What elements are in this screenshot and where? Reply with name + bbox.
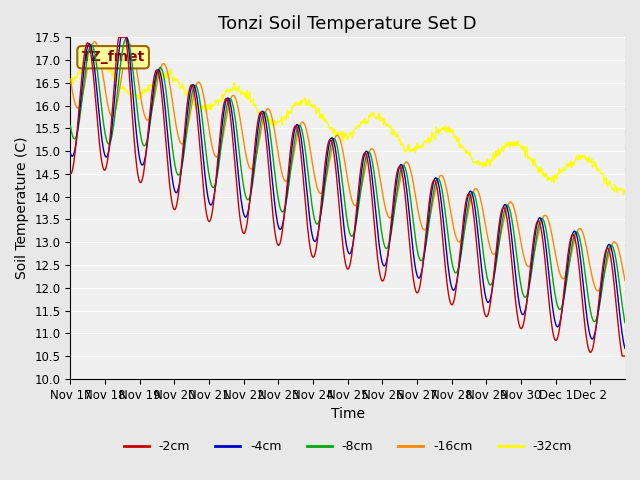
Title: Tonzi Soil Temperature Set D: Tonzi Soil Temperature Set D xyxy=(218,15,477,33)
Y-axis label: Soil Temperature (C): Soil Temperature (C) xyxy=(15,137,29,279)
Legend: -2cm, -4cm, -8cm, -16cm, -32cm: -2cm, -4cm, -8cm, -16cm, -32cm xyxy=(118,435,577,458)
X-axis label: Time: Time xyxy=(331,407,365,421)
Text: TZ_fmet: TZ_fmet xyxy=(81,50,145,64)
